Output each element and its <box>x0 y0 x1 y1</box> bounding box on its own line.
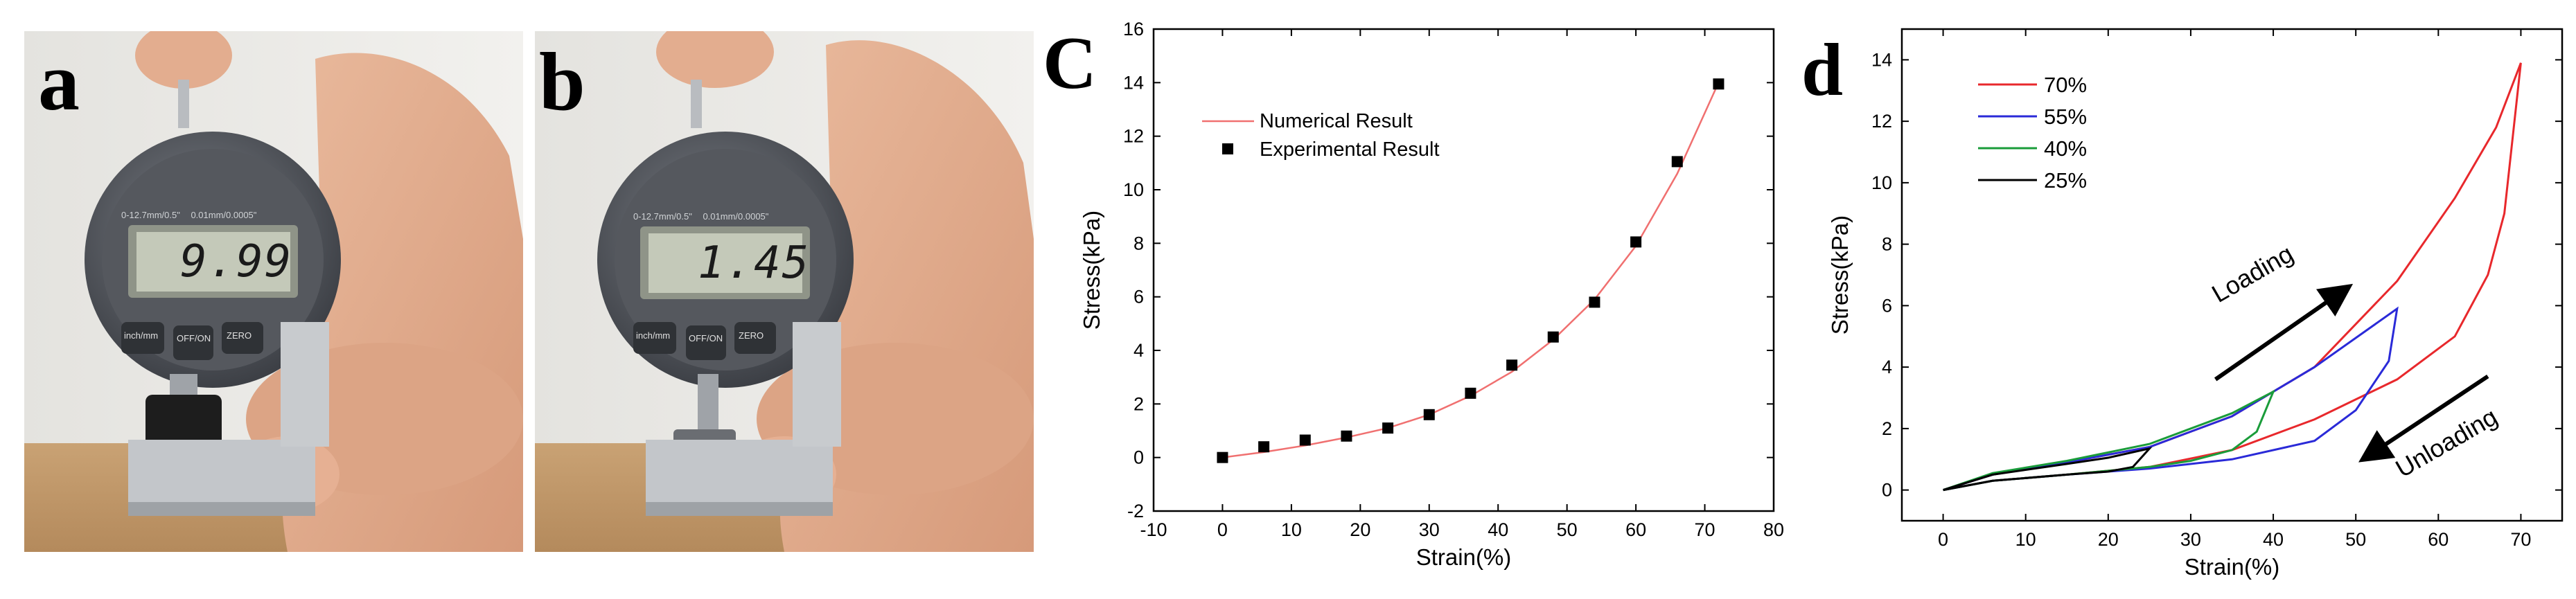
chart-c-y-tick-label: 0 <box>1133 447 1144 468</box>
chart-c-experimental-point <box>1258 441 1270 453</box>
chart-c-y-tick-label: 6 <box>1133 287 1144 307</box>
gauge-spec-left-b: 0-12.7mm/0.5" <box>633 211 692 222</box>
panel-label-b: b <box>539 35 585 127</box>
chart-c-legend-label-experimental: Experimental Result <box>1260 138 1440 161</box>
chart-c-experimental-point <box>1382 422 1394 434</box>
chart-c-x-tick-label: 50 <box>1557 519 1578 540</box>
chart-c-experimental-point <box>1465 387 1476 399</box>
chart-d-y-tick-label: 4 <box>1882 357 1892 377</box>
chart-d-y-tick-label: 10 <box>1871 172 1892 193</box>
gauge-button-inch-mm-b: inch/mm <box>636 330 671 341</box>
chart-c-experimental-point <box>1713 78 1724 90</box>
chart-d-y-tick-label: 8 <box>1882 234 1892 255</box>
gauge-spec-right-b: 0.01mm/0.0005" <box>703 211 769 222</box>
chart-c-y-tick-label: 8 <box>1133 233 1144 253</box>
chart-d-x-tick-label: 0 <box>1938 529 1948 550</box>
chart-d-unloading-arrow <box>2358 374 2489 463</box>
gauge-spec-left-a: 0-12.7mm/0.5" <box>121 210 180 220</box>
gauge-button-inch-mm-a: inch/mm <box>124 330 159 341</box>
chart-c-y-tick-label: 16 <box>1123 19 1144 39</box>
chart-d-x-tick-label: 50 <box>2345 529 2366 550</box>
chart-d-series-25pct-loop <box>1943 447 2153 492</box>
chart-loading-unloading-hysteresis: 0 10 20 30 40 50 60 70 0 2 4 6 8 10 12 14 Strain(%) Stres… <box>1827 28 2564 580</box>
chart-d-legend-label: 40% <box>2044 136 2087 161</box>
chart-c-x-tick-label: 70 <box>1695 519 1715 540</box>
gauge-spec-text-b: 0-12.7mm/0.5" 0.01mm/0.0005" <box>633 211 768 222</box>
chart-d-x-tick-label: 10 <box>2015 529 2036 550</box>
chart-c-y-axis-label: Stress(kPa) <box>1079 211 1104 330</box>
gauge-reading-b: 1.45 <box>698 238 811 289</box>
chart-d-y-tick-label: 0 <box>1882 480 1892 501</box>
chart-c-experimental-point <box>1341 430 1352 442</box>
chart-c-legend-swatch-experimental <box>1222 143 1233 154</box>
chart-c-y-tick-label: 4 <box>1133 340 1144 361</box>
chart-c-legend-label-numerical: Numerical Result <box>1260 110 1413 132</box>
chart-d-x-tick-label: 60 <box>2428 529 2449 550</box>
gauge-button-zero-b: ZERO <box>739 330 764 341</box>
gauge-button-zero-a: ZERO <box>227 330 252 341</box>
chart-d-annotation-loading: Loading <box>2207 239 2297 308</box>
gauge-button-off-on-a: OFF/ON <box>177 333 211 343</box>
chart-d-x-tick-label: 30 <box>2180 529 2201 550</box>
chart-c-experimental-point <box>1506 359 1518 371</box>
chart-d-y-tick-label: 14 <box>1871 49 1892 70</box>
chart-d-x-tick-label: 40 <box>2263 529 2284 550</box>
chart-c-x-tick-label: 30 <box>1419 519 1440 540</box>
gauge-button-off-on-b: OFF/ON <box>689 333 723 343</box>
panel-label-d: d <box>1801 29 1844 111</box>
thickness-gauge-photo-a <box>24 31 523 552</box>
chart-c-x-axis-label: Strain(%) <box>1416 544 1512 570</box>
chart-d-plot-frame <box>1900 28 2564 522</box>
photo-panel-a: 0-12.7mm/0.5" 0.01mm/0.0005" 9.99 inch/m… <box>24 31 523 552</box>
photo-panel-b: 0-12.7mm/0.5" 0.01mm/0.0005" 1.45 inch/m… <box>535 31 1034 552</box>
panel-label-a: a <box>38 35 80 127</box>
chart-c-y-tick-label: 12 <box>1123 126 1144 147</box>
panel-label-c: C <box>1043 22 1097 105</box>
chart-d-legend-label: 70% <box>2044 73 2087 97</box>
chart-c-experimental-point <box>1630 236 1642 248</box>
chart-stress-strain-numerical-vs-experimental: -10 0 10 20 30 40 50 60 70 80 -2 0 2 4 6 8 10 12 14 16 Strai… <box>1079 19 1784 570</box>
chart-c-x-tick-label: -10 <box>1140 519 1167 540</box>
gauge-reading-a: 9.99 <box>180 236 293 287</box>
chart-d-y-axis-label: Stress(kPa) <box>1827 215 1853 334</box>
chart-c-x-tick-label: 40 <box>1488 519 1508 540</box>
gauge-spec-right-a: 0.01mm/0.0005" <box>191 210 257 220</box>
chart-c-experimental-point <box>1589 296 1600 308</box>
gauge-spec-text-a: 0-12.7mm/0.5" 0.01mm/0.0005" <box>121 210 256 220</box>
chart-c-x-tick-label: 10 <box>1281 519 1302 540</box>
chart-c-experimental-point <box>1299 434 1311 446</box>
chart-c-experimental-point <box>1547 331 1559 343</box>
chart-c-x-tick-label: 20 <box>1350 519 1370 540</box>
chart-c-experimental-point <box>1423 409 1435 420</box>
chart-c-experimental-point <box>1217 452 1228 463</box>
chart-c-plot-frame <box>1152 28 1775 512</box>
chart-c-y-tick-label: 10 <box>1123 179 1144 200</box>
chart-d-legend-label: 25% <box>2044 168 2087 193</box>
chart-d-annotation-unloading: Unloading <box>2390 402 2502 483</box>
chart-c-y-tick-label: -2 <box>1127 501 1144 521</box>
chart-d-x-axis-label: Strain(%) <box>2185 554 2280 580</box>
chart-d-loading-arrow <box>2214 283 2354 382</box>
chart-d-x-tick-label: 20 <box>2098 529 2119 550</box>
chart-c-y-tick-label: 14 <box>1123 72 1144 93</box>
chart-d-y-tick-label: 12 <box>1871 111 1892 132</box>
chart-c-y-tick-label: 2 <box>1133 393 1144 414</box>
chart-c-x-tick-label: 0 <box>1217 519 1228 540</box>
chart-c-x-tick-label: 80 <box>1763 519 1784 540</box>
chart-c-x-tick-label: 60 <box>1625 519 1646 540</box>
chart-d-y-tick-label: 2 <box>1882 418 1892 439</box>
chart-d-y-tick-label: 6 <box>1882 295 1892 316</box>
chart-d-x-tick-label: 70 <box>2510 529 2531 550</box>
chart-d-legend-label: 55% <box>2044 105 2087 129</box>
chart-c-experimental-point <box>1671 156 1683 168</box>
thickness-gauge-photo-b <box>535 31 1034 552</box>
